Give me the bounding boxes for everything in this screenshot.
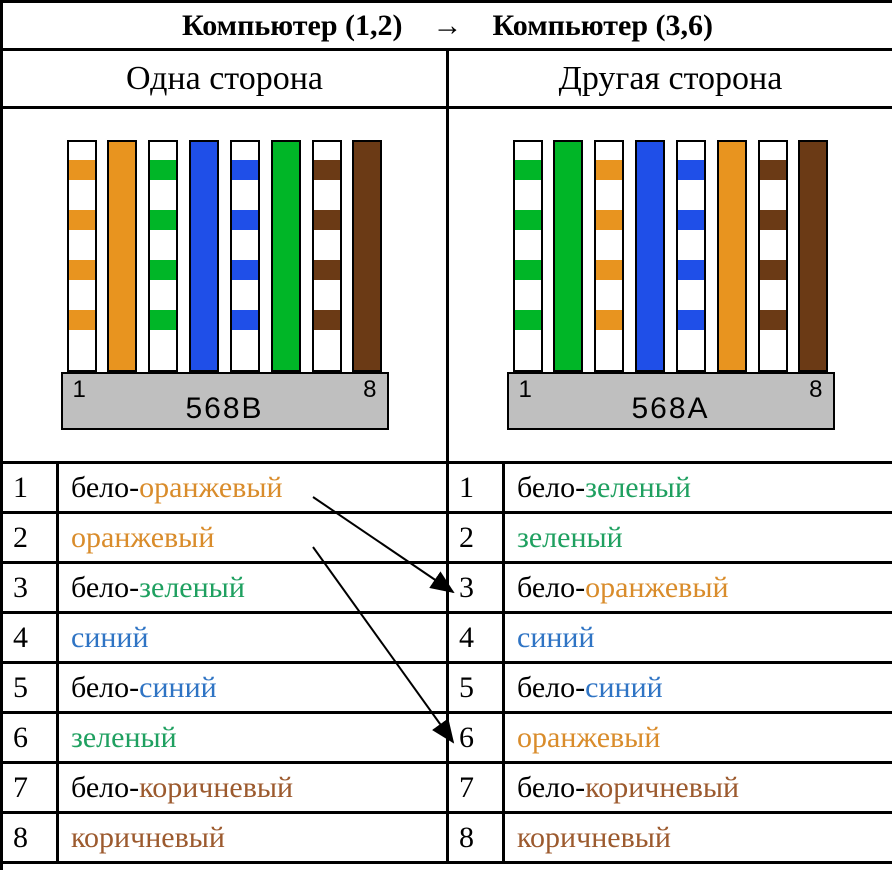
pin-number-right: 1 [449, 464, 505, 511]
connector-568b: 18568B [61, 140, 389, 430]
wire-3 [594, 140, 624, 372]
title-row: Компьютер (1,2) → Компьютер (3,6) [3, 3, 892, 51]
pin-number-left: 4 [3, 614, 59, 661]
pin-color-right: коричневый [505, 814, 892, 861]
pin-number-right: 6 [449, 714, 505, 761]
pin-number-left: 7 [3, 764, 59, 811]
wire-2 [553, 140, 583, 372]
connector-left-cell: 18568B [3, 109, 449, 461]
pin-color-left: оранжевый [59, 514, 449, 561]
pin-color-right: синий [505, 614, 892, 661]
pin-number-right: 4 [449, 614, 505, 661]
pin-number-right: 8 [449, 814, 505, 861]
pin-number-left: 5 [3, 664, 59, 711]
connector-base: 18568A [507, 372, 835, 430]
wire-8 [798, 140, 828, 372]
pin-number-left: 3 [3, 564, 59, 611]
connector-right-cell: 18568A [449, 109, 892, 461]
pin-color-right: оранжевый [505, 714, 892, 761]
pinout-row: 6зеленый6оранжевый [3, 714, 892, 764]
pinout-row: 1бело-оранжевый1бело-зеленый [3, 464, 892, 514]
title-left: Компьютер (1,2) [182, 9, 403, 43]
pinout-row: 2оранжевый2зеленый [3, 514, 892, 564]
pinout-row: 8коричневый8коричневый [3, 814, 892, 864]
arrow-icon: → [433, 9, 463, 43]
wire-6 [271, 140, 301, 372]
wire-7 [312, 140, 342, 372]
pin-color-left: коричневый [59, 814, 449, 861]
pinout-row: 7бело-коричневый7бело-коричневый [3, 764, 892, 814]
pin-number-left: 2 [3, 514, 59, 561]
wire-3 [148, 140, 178, 372]
wire-1 [513, 140, 543, 372]
wire-1 [67, 140, 97, 372]
pin-color-right: бело-синий [505, 664, 892, 711]
wire-7 [758, 140, 788, 372]
pin-color-left: бело-зеленый [59, 564, 449, 611]
pin-color-left: бело-синий [59, 664, 449, 711]
pin-color-left: бело-оранжевый [59, 464, 449, 511]
pin-color-right: бело-зеленый [505, 464, 892, 511]
pin-color-left: бело-коричневый [59, 764, 449, 811]
diagram-row: 18568B 18568A [3, 109, 892, 464]
subhead-row: Одна сторона Другая сторона [3, 51, 892, 109]
pin-number-left: 8 [3, 814, 59, 861]
pin-number-right: 3 [449, 564, 505, 611]
wire-6 [717, 140, 747, 372]
wire-4 [189, 140, 219, 372]
connector-568a: 18568A [507, 140, 835, 430]
pin-number-right: 5 [449, 664, 505, 711]
pinout-row: 3бело-зеленый3бело-оранжевый [3, 564, 892, 614]
pin-color-right: бело-оранжевый [505, 564, 892, 611]
subhead-right: Другая сторона [449, 51, 892, 106]
pin-number-left: 6 [3, 714, 59, 761]
wire-8 [352, 140, 382, 372]
pin-number-right: 2 [449, 514, 505, 561]
pin-color-right: бело-коричневый [505, 764, 892, 811]
crossover-cable-diagram: Компьютер (1,2) → Компьютер (3,6) Одна с… [0, 0, 892, 870]
pinout-row: 4синий4синий [3, 614, 892, 664]
pinout-row: 5бело-синий5бело-синий [3, 664, 892, 714]
pin-color-left: синий [59, 614, 449, 661]
pin-number-right: 7 [449, 764, 505, 811]
wire-5 [230, 140, 260, 372]
wire-5 [676, 140, 706, 372]
pin-number-left: 1 [3, 464, 59, 511]
wire-4 [635, 140, 665, 372]
pin-color-right: зеленый [505, 514, 892, 561]
connector-base: 18568B [61, 372, 389, 430]
standard-label: 568A [509, 392, 833, 426]
title-right: Компьютер (3,6) [493, 9, 714, 43]
wire-2 [107, 140, 137, 372]
standard-label: 568B [63, 392, 387, 426]
subhead-left: Одна сторона [3, 51, 449, 106]
pinout-list: 1бело-оранжевый1бело-зеленый2оранжевый2з… [3, 464, 892, 864]
pin-color-left: зеленый [59, 714, 449, 761]
